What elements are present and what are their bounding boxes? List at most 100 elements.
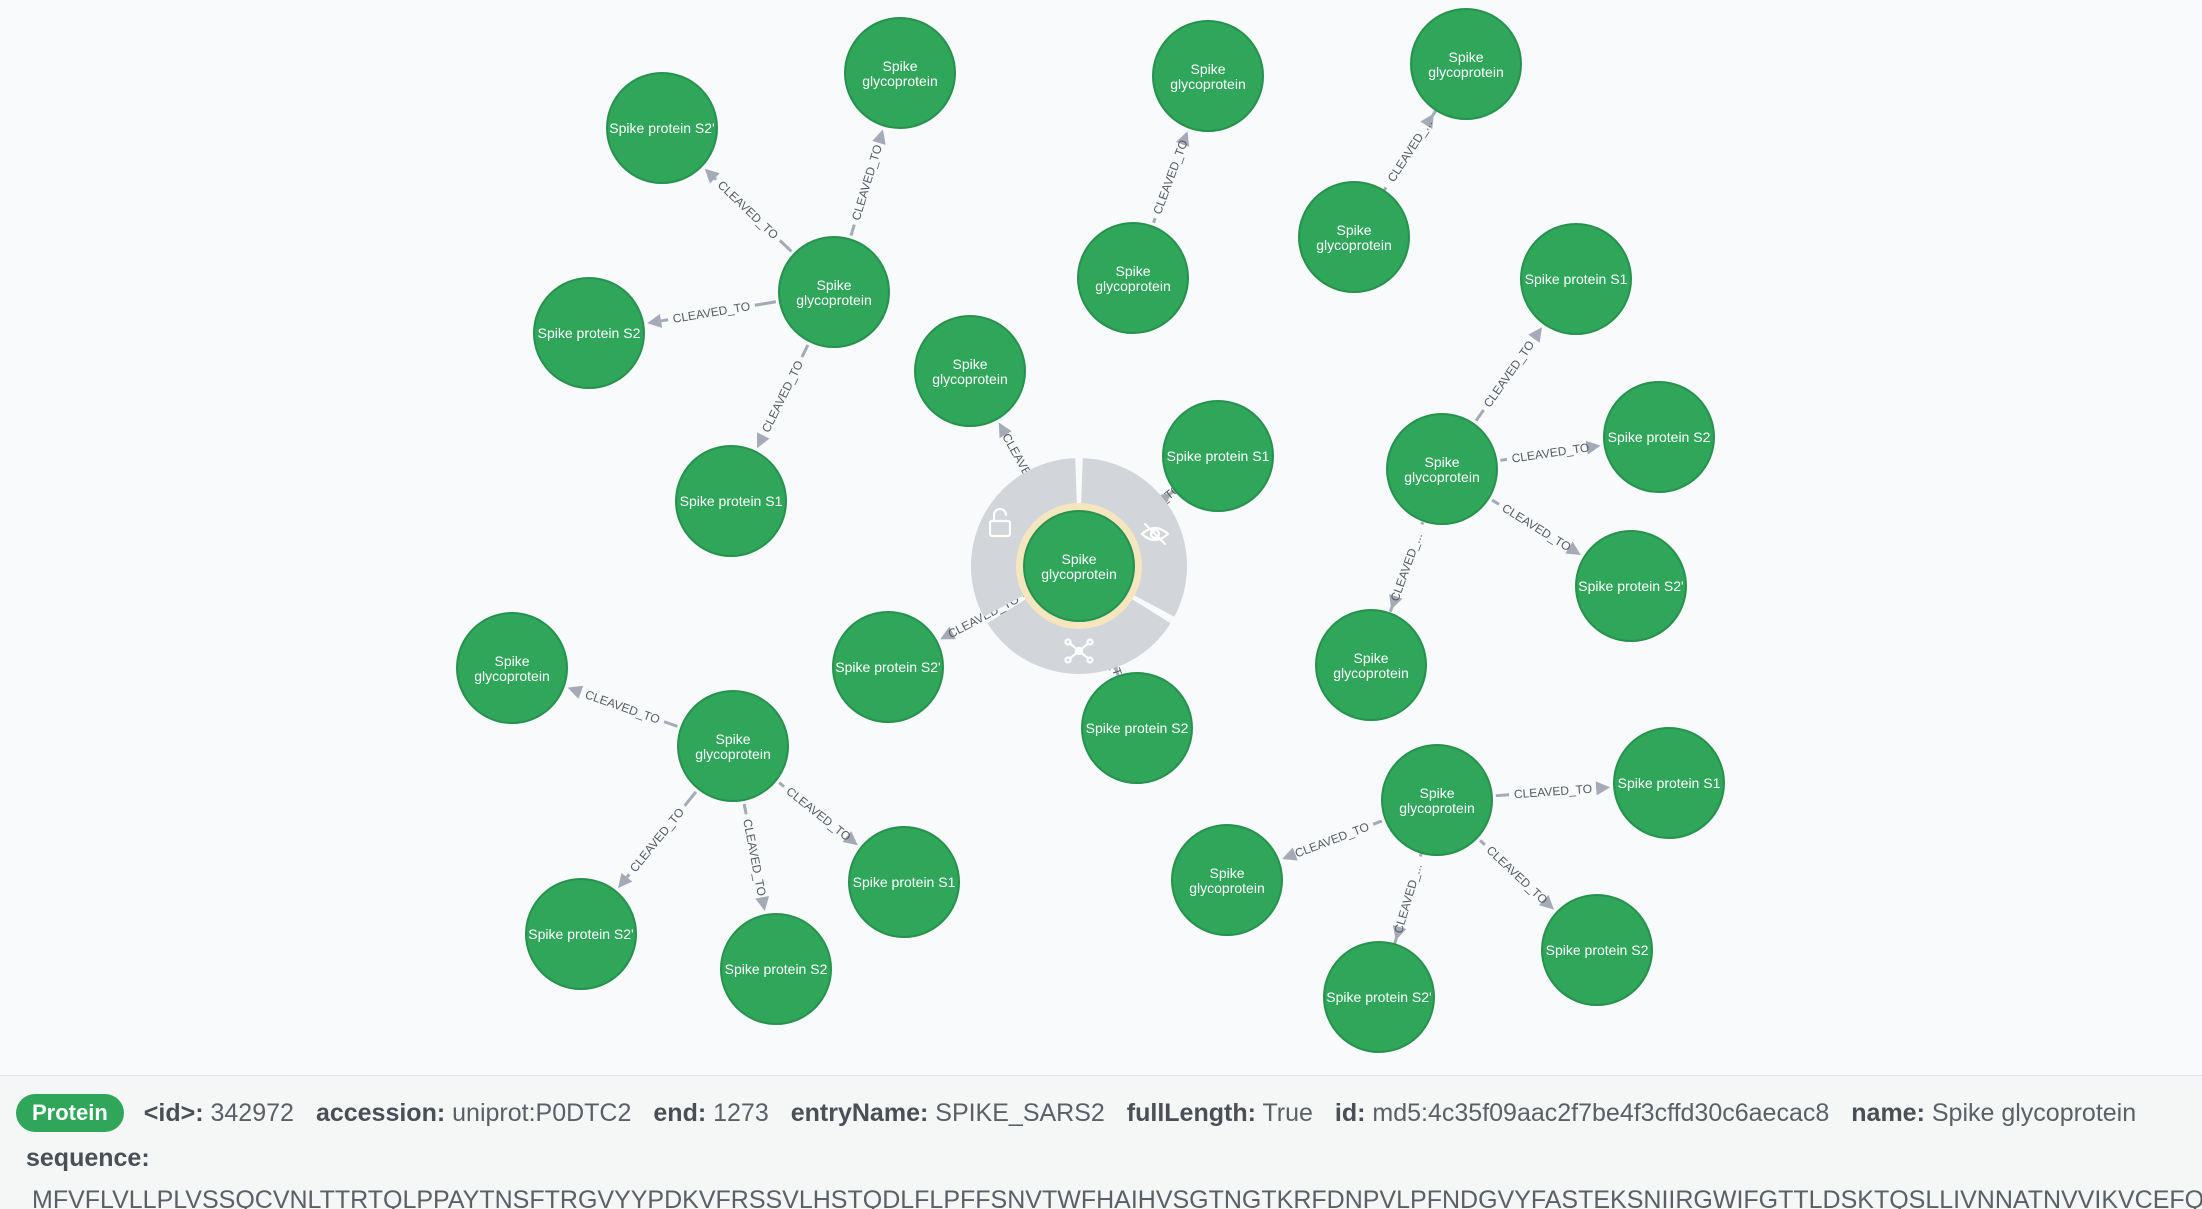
node-label: Spike protein S2 [1546,942,1649,958]
node-label: Spike protein S2' [1578,578,1683,594]
property-name: name: Spike glycoprotein [1851,1099,2136,1128]
node-label: Spike protein S2 [1608,429,1711,445]
cleaved-to-edge[interactable]: CLEAVED_TO [647,299,776,328]
protein-node[interactable]: Spike protein S2 [721,914,831,1024]
property-sequence-key: sequence: [26,1144,150,1173]
node-label-badge[interactable]: Protein [16,1094,124,1132]
protein-node[interactable]: Spike protein S2' [526,879,636,989]
node-label: Spike protein S1 [680,493,783,509]
cleaved-to-edge[interactable]: CLEAVED_TO [1476,327,1542,421]
cleaved-to-edge[interactable]: CLEAVED_TO [740,804,769,911]
property-value: SPIKE_SARS2 [935,1099,1105,1127]
edge-label: CLEAVED_TO [849,143,885,222]
edge-line [1373,821,1382,824]
cleaved-to-edge[interactable]: CLEAVED_... [1388,522,1426,612]
node-details-panel: Protein <id>: 342972 accession: uniprot:… [0,1075,2202,1209]
property-sequence-value: MFVFLVLLPLVSSQCVNLTTRTQLPPAYTNSFTRGVYYPD… [32,1186,2202,1209]
cleaved-to-edge[interactable]: CLEAVED_TO [568,686,678,727]
edge-label: CLEAVED_TO [759,358,806,434]
edge-line [779,783,784,787]
node-label: Spike protein S2' [528,926,633,942]
cleaved-to-edge[interactable]: CLEAVED_TO [757,345,808,448]
edge-label: CLEAVED_... [1385,117,1436,185]
edge-label: CLEAVED_TO [627,805,687,875]
protein-node[interactable]: Spike protein S2 [1604,382,1714,492]
protein-node[interactable]: Spike protein S2 [1542,895,1652,1005]
protein-node[interactable]: Spike protein S2 [1082,673,1192,783]
protein-node[interactable]: Spike protein S2 [534,278,644,388]
cleaved-to-edge[interactable]: CLEAVED_... [1391,853,1425,944]
protein-node[interactable]: Spike protein S1 [849,827,959,937]
cleaved-to-edge[interactable]: CLEAVED_TO [779,783,858,846]
property-accession: accession: uniprot:P0DTC2 [316,1099,631,1128]
property-key: id: [1335,1099,1366,1127]
protein-node[interactable]: Spike protein S1 [1521,224,1631,334]
protein-node[interactable]: Spike protein S1 [1614,728,1724,838]
cleaved-to-edge[interactable]: CLEAVED_TO [1500,440,1600,465]
edge-line [1154,218,1156,222]
cleaved-to-edge[interactable]: CLEAVED_TO [1282,820,1382,861]
property-value: md5:4c35f09aac2f7be4f3cffd30c6aecac8 [1372,1099,1829,1127]
property-value: Spike glycoprotein [1932,1099,2136,1127]
edge-label: CLEAVED_TO [1511,440,1590,465]
edge-arrowhead [755,896,769,911]
protein-node[interactable]: Spike protein S2' [1576,531,1686,641]
property-key: end: [653,1099,706,1127]
property-value: 342972 [211,1099,294,1127]
edge-arrowhead [568,686,584,699]
property-full-length: fullLength: True [1127,1099,1313,1128]
cleaved-to-edge[interactable]: CLEAVED_TO [1480,840,1554,909]
edge-line [627,874,629,877]
property-key: entryName: [791,1099,929,1127]
edge-label: CLEAVED_TO [1484,843,1551,907]
cleaved-to-edge[interactable]: CLEAVED_TO [1150,131,1190,222]
property-key: accession: [316,1099,445,1127]
property-entry-name: entryName: SPIKE_SARS2 [791,1099,1105,1128]
cleaved-to-edge[interactable]: CLEAVED_TO [849,129,886,235]
cleaved-to-edge[interactable]: CLEAVED_TO [1492,500,1581,555]
edge-arrowhead [705,169,720,184]
property-key: <id>: [144,1099,204,1127]
protein-node[interactable]: Spike protein S2' [833,612,943,722]
edge-line [1480,840,1485,845]
cleaved-to-edge[interactable]: CLEAVED_TO [1496,781,1610,801]
edge-line [780,240,791,251]
cleaved-to-edge[interactable]: CLEAVED_TO [705,169,792,252]
property-key: name: [1851,1099,1925,1127]
edge-label: CLEAVED_... [1388,531,1426,603]
edge-line [715,178,716,179]
edge-label: CLEAVED_... [1391,862,1425,935]
protein-node[interactable]: Spike protein S1 [1163,401,1273,511]
cleaved-to-edge[interactable]: CLEAVED_TO [618,792,696,888]
protein-node[interactable]: Spike protein S2' [607,73,717,183]
edge-line [1476,410,1484,421]
protein-node[interactable]: Spike protein S2' [1324,942,1434,1052]
edge-label: CLEAVED_TO [784,784,854,844]
property-value: uniprot:P0DTC2 [452,1099,631,1127]
edge-label: CLEAVED_TO [672,299,752,326]
node-label: Spike protein S2 [1086,720,1189,736]
protein-node[interactable]: Spike protein S1 [676,446,786,556]
cleaved-to-edge[interactable]: CLEAVED_... [1384,111,1436,191]
edge-label: CLEAVED_TO [583,687,661,726]
node-label: Spike protein S1 [853,874,956,890]
edge-label: CLEAVED_TO [1481,338,1538,410]
edge-arrowhead [1528,327,1542,342]
graph-canvas[interactable]: CLEAVED_TO CLEAVED_TO CLEAVED_TO CLEAVED_TO… [0,0,2202,1075]
edge-label: CLEAVED_TO [740,818,769,898]
edge-label: CLEAVED_TO [1500,501,1574,554]
